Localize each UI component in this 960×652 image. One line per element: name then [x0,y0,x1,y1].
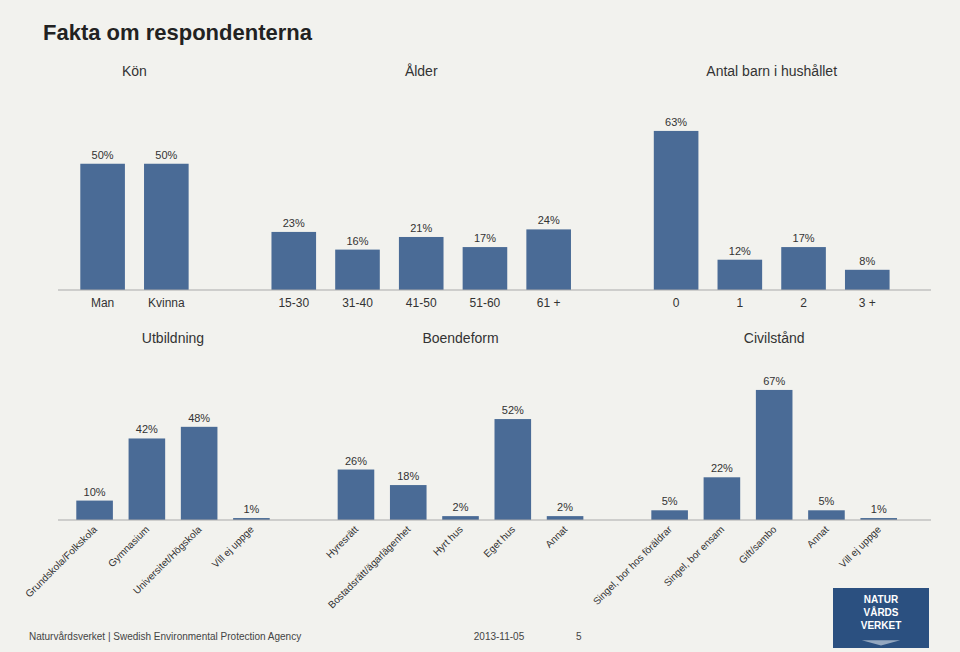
data-label: 50% [155,149,177,161]
tick-label: Gift/sambo [737,523,779,565]
tick-label: Man [91,296,114,310]
tick-label: Bostadsrätt/ägarlägenhet [326,523,413,610]
group-label: Civilstånd [744,330,805,346]
footer-text: 5 [576,631,582,642]
tick-label: 1 [736,296,743,310]
x-axis-line [58,520,931,521]
data-label: 52% [502,404,524,416]
group-label: Antal barn i hushållet [706,63,837,79]
bar [845,270,890,290]
tick-label: Annat [543,523,569,549]
tick-label: Hyrt hus [431,524,465,558]
group-label: Utbildning [142,330,204,346]
bar [181,427,218,520]
tick-label: Annat [805,523,831,549]
logo-shape [862,640,900,645]
logo-text: VERKET [861,620,902,631]
data-label: 42% [136,423,158,435]
data-label: 17% [793,232,815,244]
data-label: 22% [711,462,733,474]
tick-label: Universitet/Högskola [131,523,204,596]
bar [756,390,793,520]
tick-label: 31-40 [342,296,373,310]
tick-label: Hyresrätt [324,523,361,560]
tick-label: Gymnasium [106,524,152,570]
bars [76,390,897,520]
data-label: 17% [474,232,496,244]
chart-root: Fakta om respondenterna50%Man50%Kvinna23… [0,0,960,652]
bar [80,164,125,290]
bar [495,419,532,520]
data-label: 5% [818,495,834,507]
logo-text: VÅRDS [863,606,898,618]
x-axis-line [58,290,931,291]
tick-label: 0 [673,296,680,310]
bar [526,229,571,290]
data-label: 1% [871,503,887,515]
bar [704,477,741,520]
labels: 50% Man 50% Kvinna 23% 15-30 16% 31-40 21% 41-50 1… [91,63,876,310]
data-label: 50% [92,149,114,161]
bar [390,485,427,520]
tick-label: 3 + [859,296,876,310]
labels: 10% Grundskola/Folkskola 42% Gymnasium 48% Un… [23,330,887,610]
group-label: Kön [122,63,147,79]
bars [80,131,889,290]
bar [129,438,166,520]
data-label: 2% [557,501,573,513]
data-label: 16% [346,235,368,247]
bar [654,131,699,290]
logo-text: NATUR [864,594,899,605]
data-label: 5% [662,495,678,507]
bar [76,501,113,520]
data-label: 24% [538,214,560,226]
data-label: 63% [665,116,687,128]
tick-label: Kvinna [148,296,185,310]
data-label: 67% [763,375,785,387]
bar [547,516,584,520]
tick-label: 2 [800,296,807,310]
tick-label: Vill ej uppge [837,523,883,569]
tick-label: 41-50 [406,296,437,310]
data-label: 21% [410,222,432,234]
tick-label: 61 + [537,296,561,310]
background [0,0,960,652]
panel: 50% Man 50% Kvinna 23% 15-30 16% 31-40 21% 41-50 1… [58,63,931,310]
group-label: Ålder [405,63,438,79]
bar [718,260,763,290]
tick-label: Vill ej uppge [210,523,256,569]
tick-label: Singel, bor hos föräldrar [591,523,675,607]
logo: NATURVÅRDS VERKET [833,588,929,648]
data-label: 1% [243,503,259,515]
data-label: 18% [397,470,419,482]
tick-label: Singel, bor ensam [662,524,727,589]
data-label: 12% [729,245,751,257]
bar [335,250,380,290]
chart-title: Fakta om respondenterna [43,20,313,45]
data-label: 48% [188,412,210,424]
data-label: 26% [345,455,367,467]
data-label: 10% [84,486,106,498]
bar [144,164,189,290]
group-label: Boendeform [422,330,498,346]
panel: 10% Grundskola/Folkskola 42% Gymnasium 48% Un… [23,330,931,610]
data-label: 23% [283,217,305,229]
bar [442,516,479,520]
tick-label: Eget hus [482,524,518,560]
bar [271,232,316,290]
tick-label: 51-60 [470,296,501,310]
footer-text: 2013-11-05 [474,631,525,642]
data-label: 8% [859,255,875,267]
logo-box [833,588,929,648]
data-label: 2% [453,501,469,513]
footer-text: Naturvårdsverket | Swedish Environmental… [29,631,301,642]
bar [399,237,444,290]
tick-label: Grundskola/Folkskola [23,523,99,599]
bar [781,247,826,290]
bar [463,247,508,290]
bar [651,510,688,520]
bar [808,510,845,520]
tick-label: 15-30 [278,296,309,310]
bar [338,470,375,520]
